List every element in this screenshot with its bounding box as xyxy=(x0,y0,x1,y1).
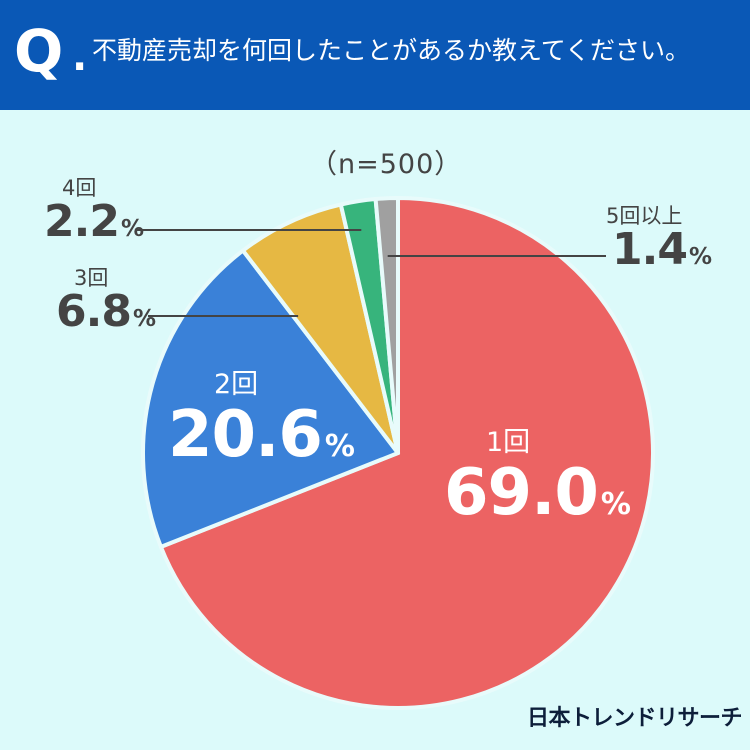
slice-value-1-unit: % xyxy=(600,487,631,522)
slice-label-1: 1回 xyxy=(486,427,531,458)
pie-slice-1 xyxy=(158,196,655,710)
slice-value-2: 20.6% xyxy=(168,398,355,472)
slice-value-5plus-unit: % xyxy=(688,244,712,270)
pie-slice-5 xyxy=(373,196,400,455)
brand-logo-text: 日本トレンドリサーチ xyxy=(527,706,743,731)
slice-value-5plus-number: 1.4 xyxy=(612,224,688,275)
slice-value-4: 2.2% xyxy=(44,196,144,247)
slice-value-4-number: 2.2 xyxy=(44,196,120,247)
slice-value-5plus: 1.4% xyxy=(612,224,712,275)
slice-value-1: 69.0% xyxy=(444,456,631,530)
slice-value-3: 6.8% xyxy=(56,286,156,337)
slice-label-5plus: 5回以上 xyxy=(606,204,683,228)
slice-value-2-unit: % xyxy=(324,429,355,464)
slice-value-4-unit: % xyxy=(120,216,144,242)
q-dot: . xyxy=(72,34,88,80)
slice-label-4: 4回 xyxy=(62,176,97,200)
slice-label-2: 2回 xyxy=(214,369,259,400)
slice-value-1-number: 69.0 xyxy=(444,456,599,530)
pie-slice-2 xyxy=(141,248,400,549)
slice-label-3: 3回 xyxy=(74,266,109,290)
slice-value-3-number: 6.8 xyxy=(56,286,132,337)
question-header: Q . 不動産売却を何回したことがあるか教えてください。 xyxy=(0,0,750,110)
sample-size-note: （n=500） xyxy=(310,149,463,180)
pie-slice-3 xyxy=(240,202,400,455)
q-letter: Q xyxy=(14,17,64,85)
slice-value-3-unit: % xyxy=(132,306,156,332)
slice-value-2-number: 20.6 xyxy=(168,398,323,472)
question-text: 不動産売却を何回したことがあるか教えてください。 xyxy=(92,36,691,65)
